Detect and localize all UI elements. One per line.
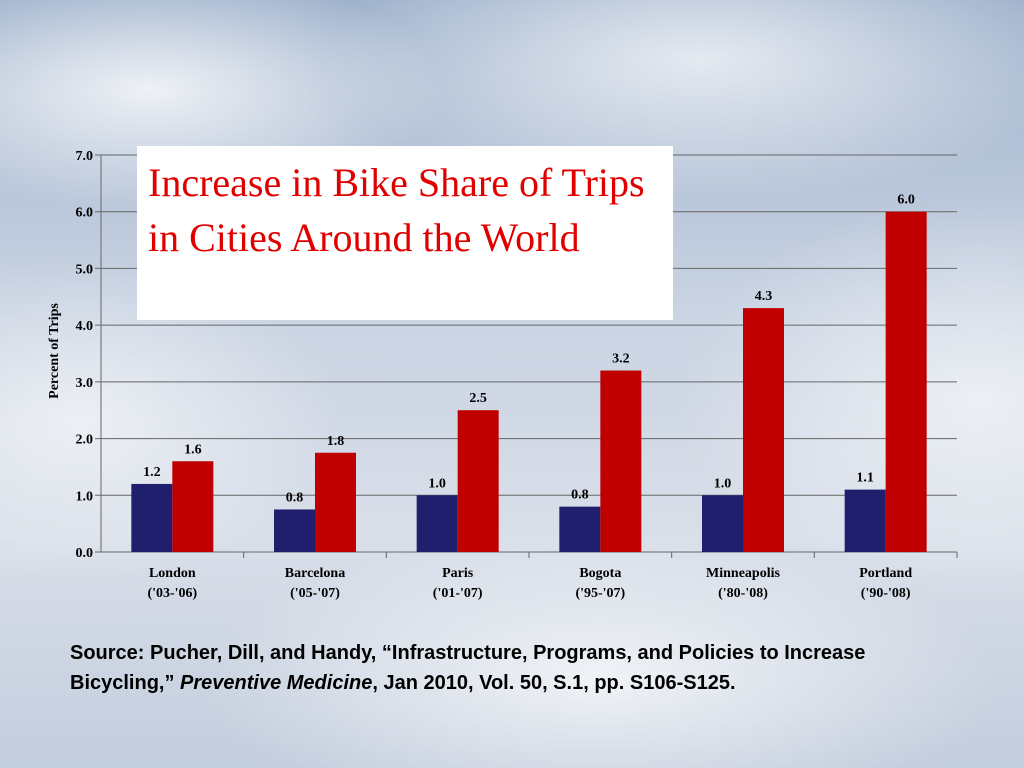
bar-end: [457, 410, 499, 552]
x-tick-label: ('01-'07): [433, 586, 483, 601]
x-tick-label: London: [149, 566, 196, 581]
x-tick-label: Portland: [859, 566, 912, 581]
x-tick-label: ('03-'06): [147, 586, 197, 601]
y-tick-label: 2.0: [76, 433, 94, 448]
x-tick-label: Paris: [442, 566, 474, 581]
data-label: 3.2: [612, 352, 630, 367]
x-tick-label: Bogota: [579, 566, 621, 581]
source-details: , Jan 2010, Vol. 50, S.1, pp. S106-S125.: [372, 672, 736, 694]
bar-start: [844, 489, 886, 552]
x-tick-label: ('95-'07): [575, 586, 625, 601]
bar-start: [274, 509, 315, 552]
source-journal: Preventive Medicine: [180, 672, 373, 694]
x-tick-label: ('05-'07): [290, 586, 340, 601]
y-tick-label: 5.0: [76, 262, 94, 277]
data-label: 1.8: [327, 434, 345, 449]
y-tick-label: 3.0: [76, 376, 94, 391]
y-tick-label: 7.0: [76, 149, 94, 164]
data-label: 6.0: [897, 193, 915, 208]
x-tick-label: Barcelona: [285, 566, 345, 581]
data-label: 1.6: [184, 442, 202, 457]
bar-start: [559, 506, 601, 552]
bar-end: [743, 308, 784, 552]
data-label: 1.0: [428, 476, 446, 491]
data-label: 1.2: [143, 465, 161, 480]
y-tick-label: 1.0: [76, 489, 94, 504]
y-axis-label: Percent of Trips: [47, 303, 62, 399]
x-tick-label: ('80-'08): [718, 586, 768, 601]
x-tick-label: Minneapolis: [706, 566, 780, 581]
bar-end: [600, 370, 642, 552]
y-tick-label: 4.0: [76, 319, 94, 334]
x-tick-label: ('90-'08): [861, 586, 911, 601]
data-label: 1.1: [856, 471, 874, 486]
data-label: 0.8: [571, 488, 589, 503]
bar-end: [885, 211, 927, 552]
data-label: 4.3: [755, 289, 773, 304]
chart-title: Increase in Bike Share of Trips in Citie…: [148, 160, 645, 260]
bar-start: [131, 483, 173, 552]
y-tick-label: 6.0: [76, 206, 94, 221]
bar-end: [172, 461, 214, 552]
source-citation: Source: Pucher, Dill, and Handy, “Infras…: [70, 638, 970, 698]
source-text: Source: Pucher, Dill, and Handy, “Infras…: [70, 642, 866, 694]
data-label: 2.5: [469, 391, 487, 406]
data-label: 0.8: [286, 490, 304, 505]
title-box: [137, 146, 673, 320]
bar-end: [315, 452, 356, 552]
bar-start: [416, 495, 458, 552]
data-label: 1.0: [714, 476, 732, 491]
y-tick-label: 0.0: [76, 546, 94, 561]
bar-start: [702, 495, 743, 552]
